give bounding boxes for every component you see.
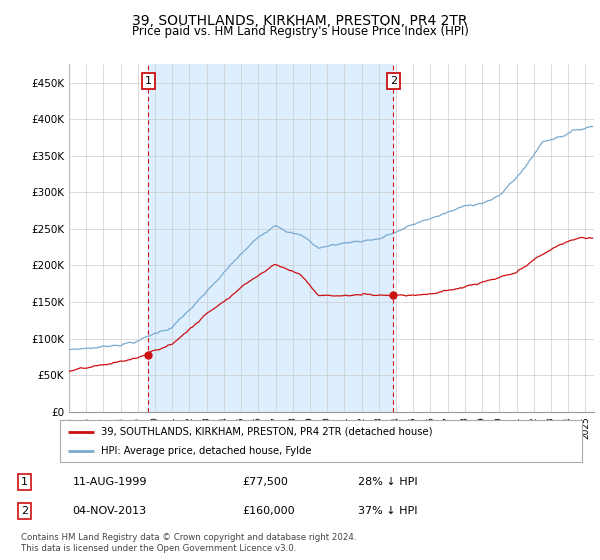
Text: HPI: Average price, detached house, Fylde: HPI: Average price, detached house, Fyld… [101, 446, 311, 456]
Text: 11-AUG-1999: 11-AUG-1999 [73, 477, 147, 487]
Text: 39, SOUTHLANDS, KIRKHAM, PRESTON, PR4 2TR (detached house): 39, SOUTHLANDS, KIRKHAM, PRESTON, PR4 2T… [101, 427, 432, 437]
Text: 39, SOUTHLANDS, KIRKHAM, PRESTON, PR4 2TR: 39, SOUTHLANDS, KIRKHAM, PRESTON, PR4 2T… [132, 14, 468, 28]
Bar [148, 64, 393, 412]
Text: £77,500: £77,500 [242, 477, 288, 487]
Text: 28% ↓ HPI: 28% ↓ HPI [358, 477, 417, 487]
Text: 2: 2 [390, 76, 397, 86]
Text: 1: 1 [21, 477, 28, 487]
Text: 1: 1 [145, 76, 152, 86]
Text: £160,000: £160,000 [242, 506, 295, 516]
Text: 37% ↓ HPI: 37% ↓ HPI [358, 506, 417, 516]
Text: Contains HM Land Registry data © Crown copyright and database right 2024.
This d: Contains HM Land Registry data © Crown c… [21, 533, 356, 553]
Text: Price paid vs. HM Land Registry's House Price Index (HPI): Price paid vs. HM Land Registry's House … [131, 25, 469, 38]
Text: 04-NOV-2013: 04-NOV-2013 [73, 506, 146, 516]
Text: 2: 2 [21, 506, 28, 516]
